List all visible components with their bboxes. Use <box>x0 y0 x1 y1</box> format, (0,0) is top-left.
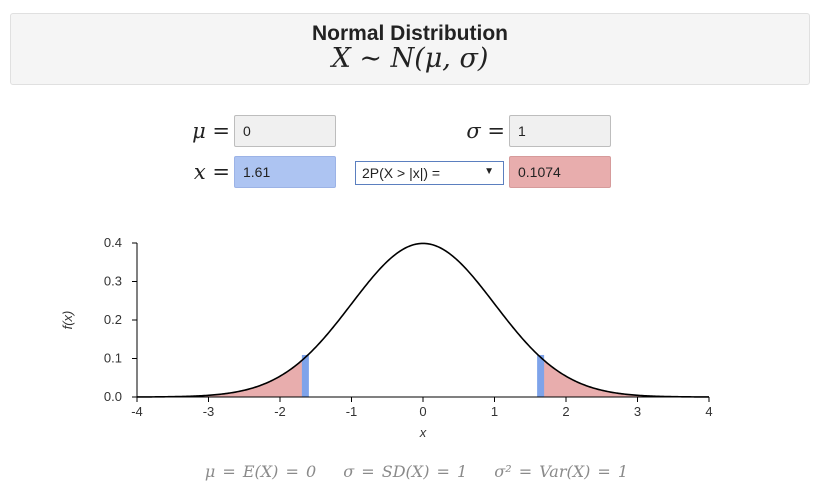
x-tick-label: 2 <box>562 404 569 419</box>
y-axis-label: f(x) <box>60 311 75 330</box>
summary-statistics: μ = E(X) = 0 σ = SD(X) = 1 σ² = Var(X) =… <box>0 462 833 481</box>
y-tick-label: 0.2 <box>104 312 122 327</box>
probability-type-select[interactable]: 2P(X > |x|) = ▼ <box>355 161 504 185</box>
x-tick-label: -1 <box>346 404 358 419</box>
normal-distribution-chart: -4 -3 -2 -1 0 1 2 3 4 0.0 0.1 0.2 0.3 0.4 x f(x) <box>60 235 713 440</box>
sd-stat: σ = SD(X) = 1 <box>343 462 468 481</box>
mean-stat: μ = E(X) = 0 <box>204 462 317 481</box>
mu-input[interactable]: 0 <box>234 115 336 147</box>
x-tick-label: 1 <box>491 404 498 419</box>
right-tail-area <box>538 354 709 397</box>
x-tick-label: -2 <box>274 404 286 419</box>
variance-stat: σ² = Var(X) = 1 <box>494 462 629 481</box>
x-tick-label: -4 <box>131 404 143 419</box>
x-axis-label: x <box>419 425 427 440</box>
sigma-input[interactable]: 1 <box>509 115 611 147</box>
x-tick-label: -3 <box>203 404 215 419</box>
x-tick-group: -4 -3 -2 -1 0 1 2 3 4 <box>131 397 713 419</box>
probability-type-value: 2P(X > |x|) = <box>362 165 441 181</box>
distribution-formula: X ∼ N(μ, σ) <box>331 43 489 74</box>
x-input[interactable]: 1.61 <box>234 156 336 188</box>
mu-label: μ = <box>192 119 230 143</box>
y-tick-label: 0.1 <box>104 351 122 366</box>
y-tick-label: 0.4 <box>104 235 122 250</box>
y-tick-label: 0.0 <box>104 389 122 404</box>
x-tick-label: 3 <box>634 404 641 419</box>
x-marker-right <box>537 354 545 397</box>
y-tick-group: 0.0 0.1 0.2 0.3 0.4 <box>104 235 137 404</box>
density-curve <box>136 242 710 398</box>
left-tail-area <box>137 354 308 397</box>
result-output: 0.1074 <box>509 156 611 188</box>
page-title: Normal Distribution <box>311 22 508 45</box>
x-tick-label: 4 <box>705 404 712 419</box>
sigma-label: σ = <box>466 119 505 143</box>
x-tick-label: 0 <box>419 404 426 419</box>
header-panel: Normal Distribution X ∼ N(μ, σ) <box>10 13 810 85</box>
y-tick-label: 0.3 <box>104 274 122 289</box>
dropdown-arrow-icon: ▼ <box>484 166 494 177</box>
x-marker-left <box>301 354 309 397</box>
x-label: x = <box>193 160 230 184</box>
